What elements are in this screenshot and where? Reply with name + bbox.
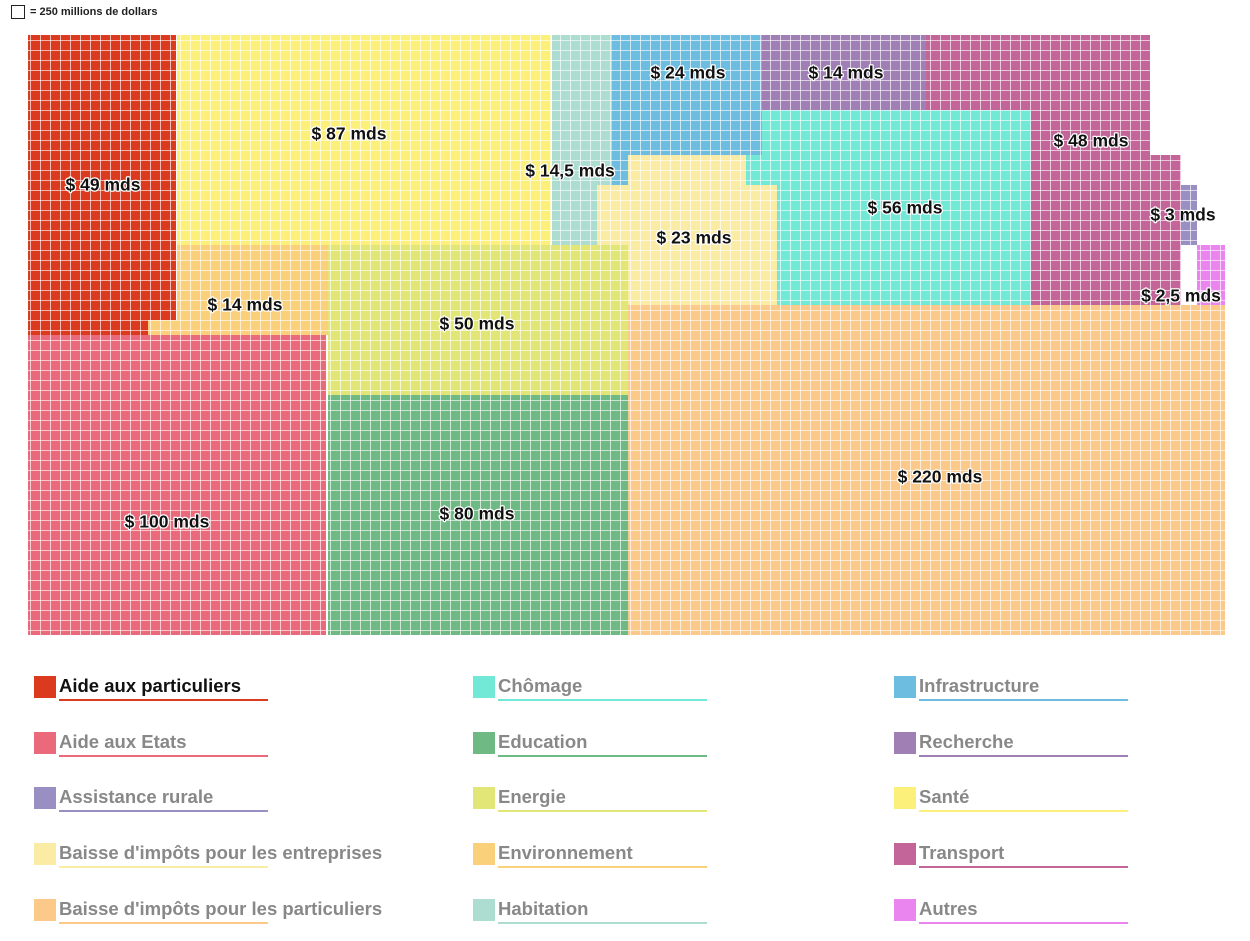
legend-label-environnement: Environnement bbox=[498, 842, 633, 863]
legend-underline-education bbox=[498, 755, 707, 757]
unit-square-icon bbox=[11, 5, 25, 19]
tile-label-transport: $ 48 mds bbox=[1054, 131, 1129, 151]
scale-note: = 250 millions de dollars bbox=[30, 6, 158, 18]
legend-underline-aide-particuliers bbox=[59, 699, 268, 701]
tile-label-sante: $ 87 mds bbox=[312, 124, 387, 144]
legend-item-baisse-entreprises[interactable]: Baisse d'impôts pour les entreprises bbox=[34, 840, 434, 868]
legend-swatch-baisse-particuliers bbox=[34, 899, 56, 921]
legend-item-education[interactable]: Education bbox=[473, 729, 733, 757]
tile-label-habitation: $ 14,5 mds bbox=[525, 161, 615, 181]
legend-label-aide-etats: Aide aux Etats bbox=[59, 731, 187, 752]
tile-assistance-rurale bbox=[1181, 185, 1197, 245]
legend-swatch-assistance-rurale bbox=[34, 787, 56, 809]
tile-label-energie: $ 50 mds bbox=[440, 314, 515, 334]
legend-item-transport[interactable]: Transport bbox=[894, 840, 1154, 868]
legend-swatch-transport bbox=[894, 843, 916, 865]
legend-item-chomage[interactable]: Chômage bbox=[473, 673, 733, 701]
tile-education bbox=[328, 395, 628, 635]
legend-swatch-environnement bbox=[473, 843, 495, 865]
tile-label-infrastructure: $ 24 mds bbox=[651, 63, 726, 83]
legend-swatch-chomage bbox=[473, 676, 495, 698]
tile-label-environnement: $ 14 mds bbox=[208, 295, 283, 315]
legend-item-habitation[interactable]: Habitation bbox=[473, 896, 733, 924]
legend-underline-assistance-rurale bbox=[59, 810, 268, 812]
legend-underline-chomage bbox=[498, 699, 707, 701]
tile-label-assistance-rurale: $ 3 mds bbox=[1150, 205, 1215, 225]
legend-item-autres[interactable]: Autres bbox=[894, 896, 1154, 924]
legend-swatch-energie bbox=[473, 787, 495, 809]
legend-underline-habitation bbox=[498, 922, 707, 924]
legend-underline-sante bbox=[919, 810, 1128, 812]
tile-transport bbox=[926, 35, 1181, 305]
tile-label-chomage: $ 56 mds bbox=[868, 198, 943, 218]
legend-swatch-aide-etats bbox=[34, 732, 56, 754]
legend-item-infrastructure[interactable]: Infrastructure bbox=[894, 673, 1154, 701]
legend-label-assistance-rurale: Assistance rurale bbox=[59, 786, 214, 807]
legend-underline-infrastructure bbox=[919, 699, 1128, 701]
legend-label-habitation: Habitation bbox=[498, 898, 589, 919]
legend-label-energie: Energie bbox=[498, 786, 566, 807]
legend-underline-aide-etats bbox=[59, 755, 268, 757]
legend-underline-transport bbox=[919, 866, 1128, 868]
tile-label-education: $ 80 mds bbox=[440, 504, 515, 524]
legend-label-baisse-entreprises: Baisse d'impôts pour les entreprises bbox=[59, 842, 383, 863]
tile-baisse-particuliers bbox=[628, 305, 1225, 635]
tile-label-autres: $ 2,5 mds bbox=[1141, 286, 1221, 306]
legend-swatch-habitation bbox=[473, 899, 495, 921]
tile-recherche bbox=[762, 35, 926, 110]
legend-label-transport: Transport bbox=[919, 842, 1005, 863]
legend-label-baisse-particuliers: Baisse d'impôts pour les particuliers bbox=[59, 898, 383, 919]
tile-energie bbox=[328, 245, 628, 395]
legend-label-education: Education bbox=[498, 731, 588, 752]
legend-underline-autres bbox=[919, 922, 1128, 924]
legend-label-infrastructure: Infrastructure bbox=[919, 675, 1040, 696]
legend-item-aide-etats[interactable]: Aide aux Etats bbox=[34, 729, 434, 757]
legend-swatch-autres bbox=[894, 899, 916, 921]
legend-label-autres: Autres bbox=[919, 898, 978, 919]
legend-item-recherche[interactable]: Recherche bbox=[894, 729, 1154, 757]
legend-item-energie[interactable]: Energie bbox=[473, 784, 733, 812]
tile-label-baisse-entreprises: $ 23 mds bbox=[657, 228, 732, 248]
tile-aide-particuliers bbox=[28, 35, 176, 335]
legend-underline-recherche bbox=[919, 755, 1128, 757]
tile-chomage bbox=[746, 110, 1031, 305]
scale-legend: = 250 millions de dollars bbox=[11, 3, 157, 21]
legend-label-chomage: Chômage bbox=[498, 675, 583, 696]
tile-label-baisse-particuliers: $ 220 mds bbox=[898, 467, 983, 487]
tile-label-recherche: $ 14 mds bbox=[809, 63, 884, 83]
legend-item-aide-particuliers[interactable]: Aide aux particuliers bbox=[34, 673, 434, 701]
legend-item-environnement[interactable]: Environnement bbox=[473, 840, 733, 868]
legend-swatch-aide-particuliers bbox=[34, 676, 56, 698]
legend-swatch-sante bbox=[894, 787, 916, 809]
legend-swatch-baisse-entreprises bbox=[34, 843, 56, 865]
legend-swatch-recherche bbox=[894, 732, 916, 754]
legend-underline-energie bbox=[498, 810, 707, 812]
legend-swatch-infrastructure bbox=[894, 676, 916, 698]
legend-swatch-education bbox=[473, 732, 495, 754]
legend-item-assistance-rurale[interactable]: Assistance rurale bbox=[34, 784, 434, 812]
tile-environnement bbox=[148, 245, 328, 335]
legend-underline-environnement bbox=[498, 866, 707, 868]
tile-aide-etats bbox=[28, 335, 326, 635]
legend-underline-baisse-entreprises bbox=[59, 866, 268, 868]
tile-label-aide-particuliers: $ 49 mds bbox=[66, 175, 141, 195]
treemap-chart: $ 49 mds $ 87 mds $ 14,5 mds $ 24 mds $ 14 m… bbox=[28, 35, 1225, 635]
legend-item-baisse-particuliers[interactable]: Baisse d'impôts pour les particuliers bbox=[34, 896, 434, 924]
tile-label-aide-etats: $ 100 mds bbox=[125, 512, 210, 532]
legend-label-recherche: Recherche bbox=[919, 731, 1014, 752]
legend-label-sante: Santé bbox=[919, 786, 970, 807]
legend-item-sante[interactable]: Santé bbox=[894, 784, 1154, 812]
legend-label-aide-particuliers: Aide aux particuliers bbox=[59, 675, 241, 696]
legend-underline-baisse-particuliers bbox=[59, 922, 268, 924]
